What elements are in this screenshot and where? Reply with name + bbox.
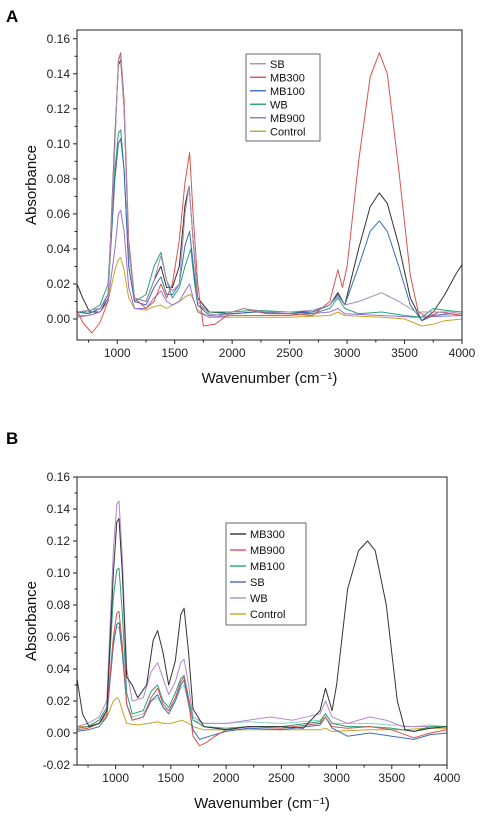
legend-entry: SB xyxy=(270,59,285,71)
y-tick-label: -0.02 xyxy=(43,758,71,772)
x-axis-title: Wavenumber (cm⁻¹) xyxy=(194,795,330,812)
series-line-mb900 xyxy=(77,610,447,747)
x-tick-label: 1500 xyxy=(158,771,185,785)
series-line-mb300 xyxy=(77,518,447,732)
series-line-wb xyxy=(77,500,447,728)
legend-entry: WB xyxy=(250,593,268,605)
series-line-control xyxy=(77,257,462,327)
x-tick-label: 3000 xyxy=(334,346,361,360)
series-line-mb100 xyxy=(77,138,462,322)
series-line-control xyxy=(77,697,447,732)
legend-entry: MB300 xyxy=(250,529,285,541)
chart-panel-a: A 1000 1500 2000 2500 3000 3500 4000 0.00 0.02 0.0… xyxy=(6,7,476,387)
y-tick-label: 0.06 xyxy=(47,630,71,644)
x-tick-label: 2000 xyxy=(213,771,240,785)
series-line-sb xyxy=(77,55,462,316)
series-group xyxy=(77,52,462,334)
x-axis-title: Wavenumber (cm⁻¹) xyxy=(202,370,338,387)
x-tick-label: 2500 xyxy=(268,771,295,785)
series-line-mb300 xyxy=(77,52,462,334)
y-tick-label: 0.12 xyxy=(47,102,71,116)
y-tick-label: 0.04 xyxy=(47,242,71,256)
y-tick-label: 0.14 xyxy=(47,502,71,516)
y-tick-label: 0.16 xyxy=(47,470,71,484)
y-tick-label: 0.02 xyxy=(47,694,71,708)
legend: MB300 MB900 MB100 SB WB Control xyxy=(225,522,307,626)
x-tick-label: 1000 xyxy=(102,771,129,785)
x-tick-label: 3500 xyxy=(378,771,405,785)
x-tick-label: 2000 xyxy=(219,346,246,360)
legend-entry: MB900 xyxy=(250,545,285,557)
legend-entry: MB300 xyxy=(270,72,305,84)
legend-box xyxy=(245,53,321,142)
y-tick-label: 0.08 xyxy=(47,598,71,612)
series-line-sb xyxy=(77,622,447,740)
x-tick-label: 3000 xyxy=(323,771,350,785)
legend-entry: MB900 xyxy=(270,113,305,125)
series-line-mb900 xyxy=(77,209,462,318)
x-tick-label: 1000 xyxy=(104,346,131,360)
legend-box xyxy=(225,522,307,626)
y-tick-label: 0.14 xyxy=(47,67,71,81)
y-tick-label: 0.06 xyxy=(47,207,71,221)
series-group xyxy=(77,500,447,747)
y-tick-label: 0.10 xyxy=(47,566,71,580)
series-line-wb xyxy=(77,129,462,318)
y-tick-label: 0.02 xyxy=(47,277,71,291)
y-tick-label: 0.04 xyxy=(47,662,71,676)
y-tick-label: 0.00 xyxy=(47,312,71,326)
x-tick-label: 3500 xyxy=(391,346,418,360)
x-tick-label: 2500 xyxy=(276,346,303,360)
legend-entry: Control xyxy=(270,126,305,138)
y-tick-label: 0.12 xyxy=(47,534,71,548)
panel-label: A xyxy=(6,7,18,26)
y-tick-label: 0.08 xyxy=(47,172,71,186)
series-line-mb100 xyxy=(77,567,447,732)
chart-panel-b: B 1000 1500 2000 2500 3000 3500 4000 -0.02 0.00 0.… xyxy=(6,429,461,812)
legend-entry: MB100 xyxy=(250,561,285,573)
panel-label: B xyxy=(6,429,18,448)
y-tick-label: 0.16 xyxy=(47,32,71,46)
y-tick-label: 0.10 xyxy=(47,137,71,151)
y-axis-title: Absorbance xyxy=(23,145,40,225)
legend-entry: MB100 xyxy=(270,86,305,98)
series-line-unlabeled xyxy=(77,626,447,728)
x-tick-label: 4000 xyxy=(434,771,461,785)
legend-entry: Control xyxy=(250,609,285,621)
plot-frame xyxy=(76,29,463,341)
x-tick-label: 1500 xyxy=(161,346,188,360)
y-tick-label: 0.00 xyxy=(47,726,71,740)
x-tick-label: 4000 xyxy=(449,346,476,360)
legend-entry: WB xyxy=(270,99,288,111)
y-axis-title: Absorbance xyxy=(23,581,40,661)
legend-entry: SB xyxy=(250,577,265,589)
